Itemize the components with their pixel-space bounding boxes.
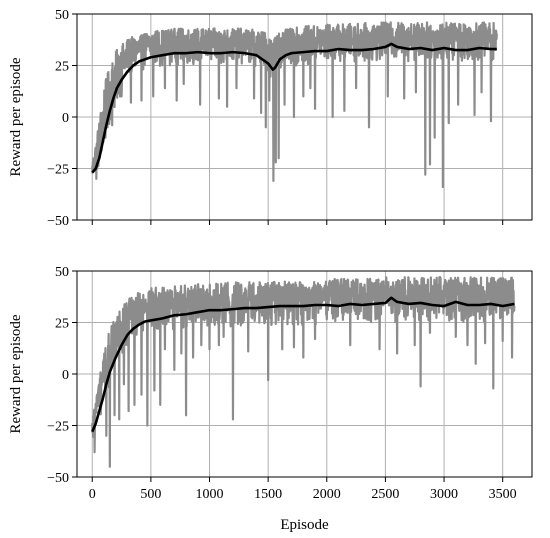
x-tick-label: 0 <box>89 487 96 502</box>
y-axis-label: Reward per episode <box>8 57 24 176</box>
x-axis-label: Episode <box>280 517 329 533</box>
raw-reward-line <box>91 21 498 189</box>
moving-average-line <box>91 42 497 174</box>
x-tick-label: 1000 <box>196 487 224 502</box>
y-tick-label: −50 <box>47 471 69 486</box>
x-tick-label: 500 <box>140 487 161 502</box>
x-tick-label: 2000 <box>313 487 341 502</box>
y-tick-label: 25 <box>55 317 69 332</box>
y-tick-label: −25 <box>47 420 69 435</box>
y-axis-label: Reward per episode <box>8 314 24 433</box>
x-tick-label: 2500 <box>371 487 399 502</box>
y-tick-label: 50 <box>55 265 69 280</box>
y-tick-label: 25 <box>55 60 69 75</box>
y-tick-label: −50 <box>47 214 69 229</box>
y-tick-label: 0 <box>62 368 69 383</box>
y-tick-label: 0 <box>62 111 69 126</box>
plot-area <box>91 276 516 468</box>
x-tick-label: 3000 <box>430 487 458 502</box>
y-tick-label: −25 <box>47 163 69 178</box>
plot-area <box>91 21 498 189</box>
x-tick-label: 3500 <box>489 487 517 502</box>
top-panel: −50 −25 0 25 50 Reward per episode <box>8 8 533 229</box>
x-tick-label: 1500 <box>254 487 282 502</box>
moving-average-line <box>91 296 515 433</box>
raw-reward-line <box>91 276 516 468</box>
y-tick-label: 50 <box>55 8 69 23</box>
